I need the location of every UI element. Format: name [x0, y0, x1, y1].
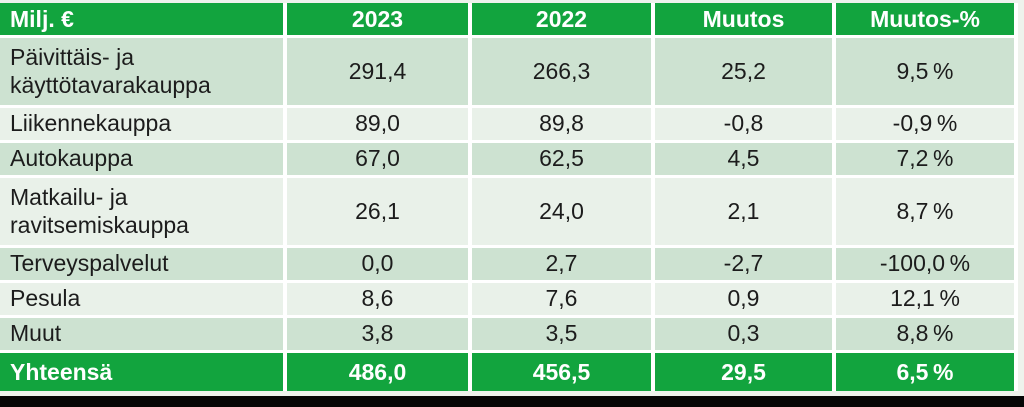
col-header-muutos: Muutos — [655, 3, 836, 38]
table-row: Terveyspalvelut 0,0 2,7 -2,7 -100,0 % — [0, 248, 1018, 283]
cell-muutos-pct: 12,1 % — [836, 283, 1018, 318]
cell-muutos-pct: 9,5 % — [836, 38, 1018, 108]
col-header-muutos-pct: Muutos-% — [836, 3, 1018, 38]
header-row: Milj. € 2023 2022 Muutos Muutos-% — [0, 3, 1018, 38]
cell-muutos: 2,1 — [655, 178, 836, 248]
unit-header: Milj. € — [0, 3, 287, 38]
cell-2022: 266,3 — [472, 38, 655, 108]
cell-muutos: 25,2 — [655, 38, 836, 108]
cell-2022: 62,5 — [472, 143, 655, 178]
total-label: Yhteensä — [0, 353, 287, 391]
cell-2023: 8,6 — [287, 283, 472, 318]
cell-2022: 2,7 — [472, 248, 655, 283]
row-label: Autokauppa — [0, 143, 287, 178]
total-row: Yhteensä 486,0 456,5 29,5 6,5 % — [0, 353, 1018, 391]
cell-2022: 7,6 — [472, 283, 655, 318]
row-label: Päivittäis- ja käyttötavarakauppa — [0, 38, 287, 108]
cell-muutos: -2,7 — [655, 248, 836, 283]
segment-revenue-table: Milj. € 2023 2022 Muutos Muutos-% Päivit… — [0, 3, 1018, 391]
table-row: Autokauppa 67,0 62,5 4,5 7,2 % — [0, 143, 1018, 178]
total-muutos-pct: 6,5 % — [836, 353, 1018, 391]
table-area: Milj. € 2023 2022 Muutos Muutos-% Päivit… — [0, 0, 1024, 396]
cell-2022: 89,8 — [472, 108, 655, 143]
cell-muutos-pct: -100,0 % — [836, 248, 1018, 283]
row-label: Liikennekauppa — [0, 108, 287, 143]
cell-2022: 3,5 — [472, 318, 655, 353]
cell-2023: 0,0 — [287, 248, 472, 283]
row-label: Matkailu- ja ravitsemiskauppa — [0, 178, 287, 248]
cell-2023: 67,0 — [287, 143, 472, 178]
cell-2023: 291,4 — [287, 38, 472, 108]
table-row: Muut 3,8 3,5 0,3 8,8 % — [0, 318, 1018, 353]
col-header-2023: 2023 — [287, 3, 472, 38]
cell-2023: 26,1 — [287, 178, 472, 248]
row-label: Terveyspalvelut — [0, 248, 287, 283]
cell-muutos: 0,9 — [655, 283, 836, 318]
total-muutos: 29,5 — [655, 353, 836, 391]
cell-muutos: -0,8 — [655, 108, 836, 143]
row-label: Muut — [0, 318, 287, 353]
table-body: Päivittäis- ja käyttötavarakauppa 291,4 26… — [0, 38, 1018, 353]
total-2022: 456,5 — [472, 353, 655, 391]
cell-muutos-pct: -0,9 % — [836, 108, 1018, 143]
letterbox-bar — [0, 396, 1024, 407]
table-row: Päivittäis- ja käyttötavarakauppa 291,4 26… — [0, 38, 1018, 108]
cell-2023: 3,8 — [287, 318, 472, 353]
cell-muutos-pct: 7,2 % — [836, 143, 1018, 178]
total-2023: 486,0 — [287, 353, 472, 391]
table-row: Pesula 8,6 7,6 0,9 12,1 % — [0, 283, 1018, 318]
table-row: Liikennekauppa 89,0 89,8 -0,8 -0,9 % — [0, 108, 1018, 143]
cell-muutos-pct: 8,8 % — [836, 318, 1018, 353]
row-label: Pesula — [0, 283, 287, 318]
col-header-2022: 2022 — [472, 3, 655, 38]
cell-muutos: 4,5 — [655, 143, 836, 178]
cell-2022: 24,0 — [472, 178, 655, 248]
cell-muutos: 0,3 — [655, 318, 836, 353]
cell-muutos-pct: 8,7 % — [836, 178, 1018, 248]
cell-2023: 89,0 — [287, 108, 472, 143]
table-row: Matkailu- ja ravitsemiskauppa 26,1 24,0 2,1… — [0, 178, 1018, 248]
